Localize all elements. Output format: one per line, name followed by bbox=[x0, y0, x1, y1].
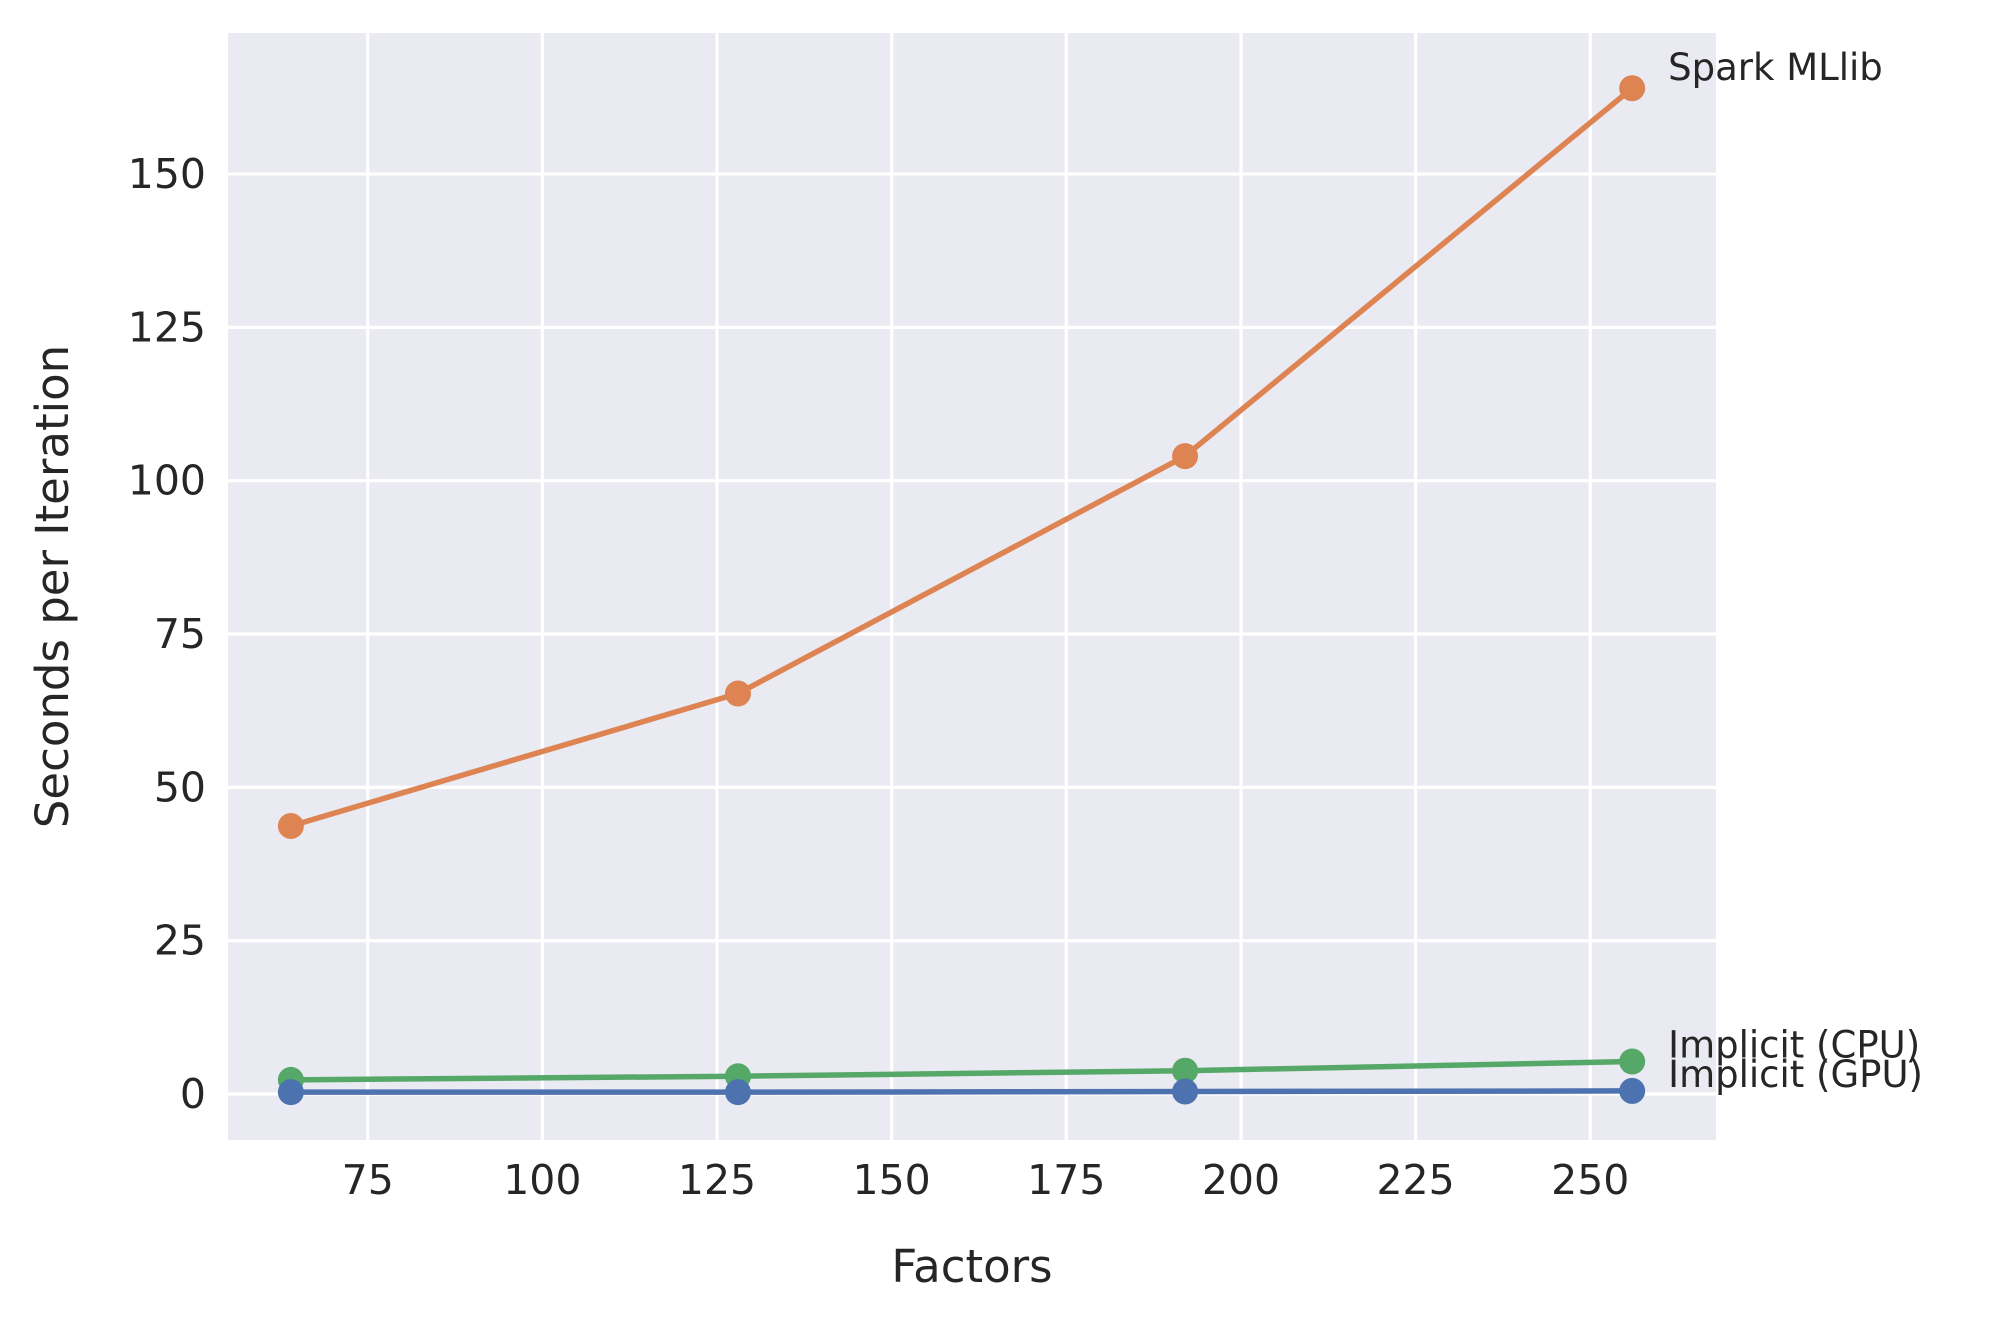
data-point bbox=[724, 680, 751, 707]
y-tick-label: 150 bbox=[128, 150, 206, 198]
x-tick-label: 150 bbox=[853, 1156, 931, 1204]
series-layer bbox=[277, 75, 1646, 1106]
series-label: Spark MLlib bbox=[1668, 46, 1883, 89]
x-tick-label: 75 bbox=[342, 1156, 394, 1204]
y-tick-label: 100 bbox=[128, 457, 206, 505]
series-line bbox=[288, 85, 1635, 829]
y-tick-label: 50 bbox=[154, 763, 206, 811]
data-point bbox=[1619, 1077, 1646, 1104]
data-point bbox=[1172, 443, 1199, 470]
tick-labels: 75 100 125 150 175 200 225 250 0 25 50 75 100 125 150 bbox=[128, 150, 1630, 1204]
x-tick-label: 250 bbox=[1551, 1156, 1629, 1204]
x-axis-label: Factors bbox=[891, 1240, 1052, 1293]
data-point bbox=[724, 1079, 751, 1106]
x-tick-label: 175 bbox=[1027, 1156, 1105, 1204]
series-label: Implicit (GPU) bbox=[1668, 1053, 1923, 1096]
plot-background bbox=[228, 33, 1716, 1140]
data-point bbox=[1172, 1078, 1199, 1105]
series-line bbox=[288, 1088, 1635, 1095]
data-point bbox=[277, 812, 304, 839]
series-0 bbox=[277, 75, 1646, 839]
y-axis-label: Seconds per Iteration bbox=[26, 345, 79, 828]
series-labels: Spark MLlib Implicit (CPU)Implicit (GPU) bbox=[1668, 46, 1923, 1096]
data-point bbox=[1172, 1057, 1199, 1084]
series-label: Implicit (CPU) bbox=[1668, 1023, 1920, 1066]
grid bbox=[228, 33, 1716, 1140]
data-point bbox=[1619, 1048, 1646, 1075]
y-tick-label: 75 bbox=[154, 610, 206, 658]
data-point bbox=[277, 1079, 304, 1106]
y-tick-label: 25 bbox=[154, 917, 206, 965]
x-tick-label: 125 bbox=[678, 1156, 756, 1204]
series-line bbox=[288, 1058, 1635, 1083]
y-tick-label: 0 bbox=[180, 1070, 206, 1118]
data-point bbox=[1619, 75, 1646, 102]
x-tick-label: 100 bbox=[503, 1156, 581, 1204]
x-tick-label: 200 bbox=[1202, 1156, 1280, 1204]
x-tick-label: 225 bbox=[1376, 1156, 1454, 1204]
series-2 bbox=[277, 1077, 1646, 1106]
y-tick-label: 125 bbox=[128, 303, 206, 351]
